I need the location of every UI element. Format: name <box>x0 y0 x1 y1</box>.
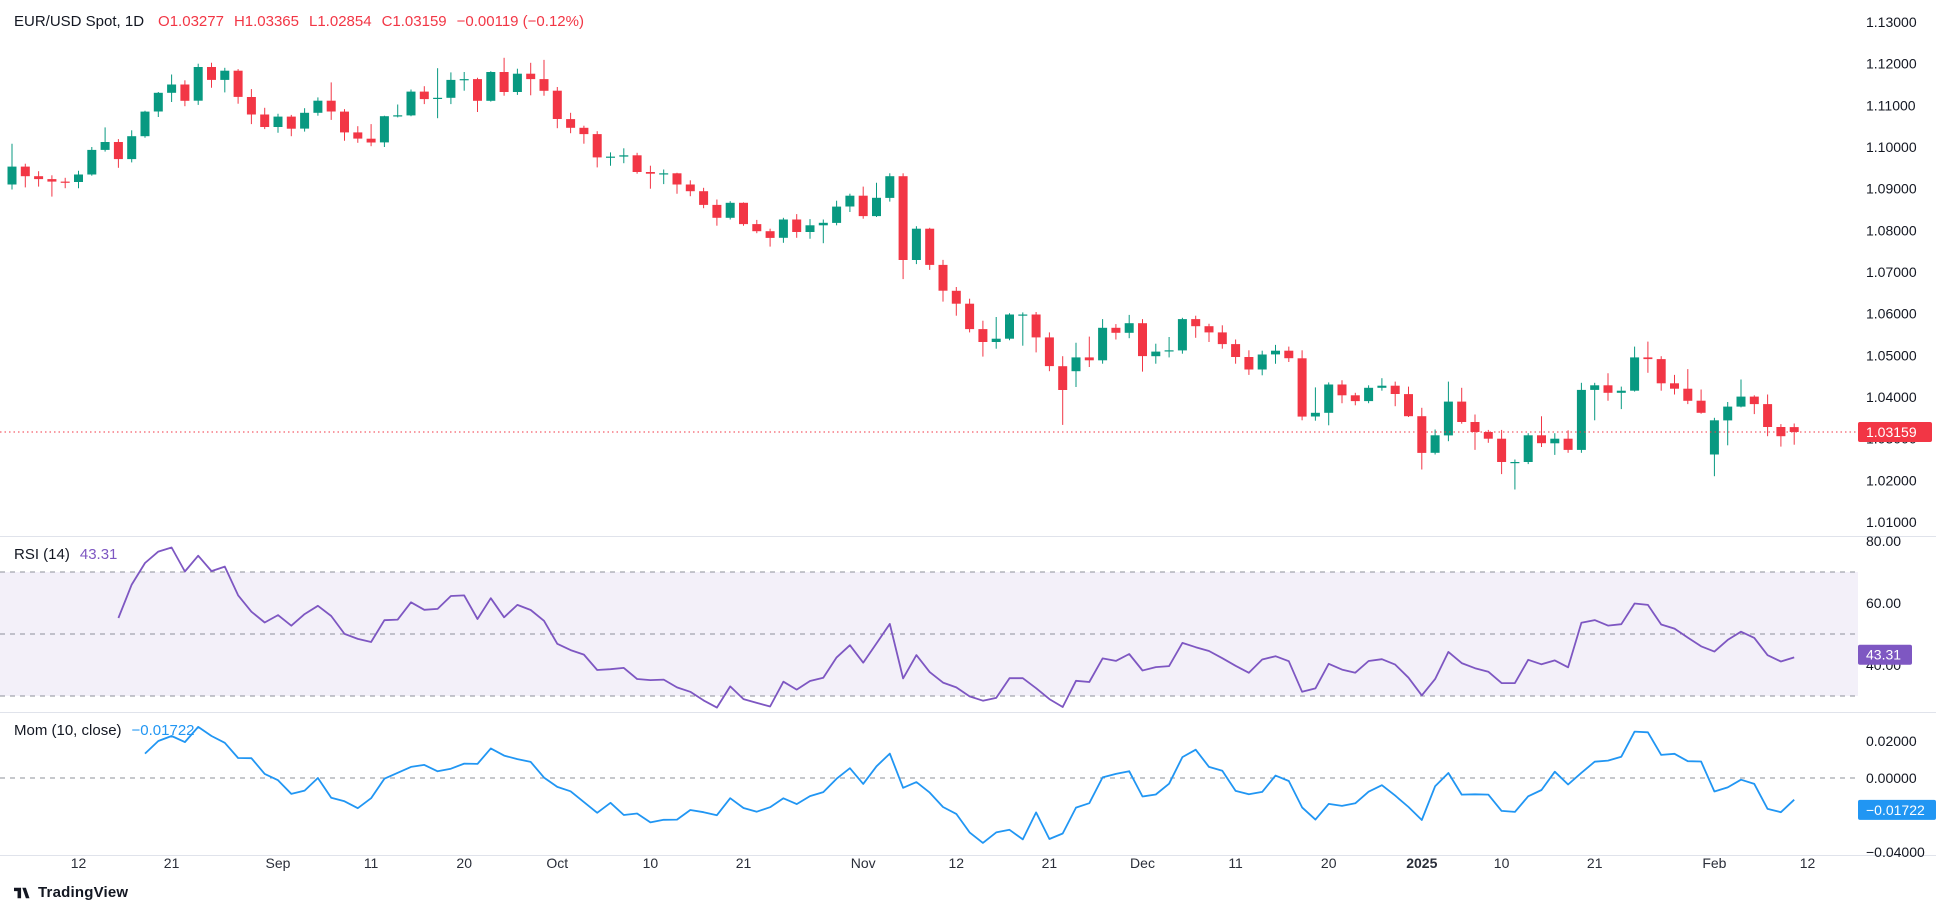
svg-text:21: 21 <box>1587 855 1603 871</box>
svg-text:60.00: 60.00 <box>1866 595 1901 611</box>
rsi-legend: RSI (14) 43.31 <box>14 546 117 563</box>
svg-text:21: 21 <box>1042 855 1058 871</box>
ohlc-open: O1.03277 <box>158 13 224 30</box>
ohlc-close: C1.03159 <box>381 13 447 30</box>
svg-text:1.01000: 1.01000 <box>1866 514 1917 530</box>
candlestick-series <box>7 57 1799 490</box>
svg-text:1.03159: 1.03159 <box>1866 424 1917 440</box>
tradingview-brand-text: TradingView <box>38 884 129 901</box>
time-scale[interactable]: 12 21 Sep 11 20 Oct 10 21 Nov 12 21 Dec 11 20 2025 10 21… <box>71 855 1816 871</box>
svg-text:1.04000: 1.04000 <box>1866 389 1917 405</box>
svg-text:11: 11 <box>1228 855 1243 871</box>
svg-text:0.02000: 0.02000 <box>1866 733 1917 749</box>
svg-text:20: 20 <box>456 855 472 871</box>
svg-text:1.07000: 1.07000 <box>1866 264 1917 280</box>
tradingview-attribution[interactable]: TradingView <box>14 884 128 901</box>
svg-text:10: 10 <box>643 855 659 871</box>
momentum-indicator-name[interactable]: Mom (10, close) <box>14 722 122 739</box>
momentum-value-tag: −0.01722 <box>1858 799 1936 820</box>
svg-text:1.12000: 1.12000 <box>1866 56 1917 72</box>
pane-separators[interactable] <box>0 536 1936 856</box>
momentum-value: −0.01722 <box>131 722 195 739</box>
svg-text:Dec: Dec <box>1130 855 1155 871</box>
rsi-value-tag: 43.31 <box>1858 644 1912 665</box>
svg-text:43.31: 43.31 <box>1866 647 1901 663</box>
symbol-legend: EUR/USD Spot, 1D O1.03277 H1.03365 L1.02… <box>14 13 594 30</box>
svg-text:20: 20 <box>1321 855 1337 871</box>
svg-text:Nov: Nov <box>851 855 876 871</box>
svg-text:Oct: Oct <box>546 855 568 871</box>
momentum-legend: Mom (10, close) −0.01722 <box>14 722 195 739</box>
svg-text:1.11000: 1.11000 <box>1866 97 1916 113</box>
rsi-line <box>117 546 1795 709</box>
ohlc-change: −0.00119 (−0.12%) <box>456 13 584 30</box>
svg-text:−0.01722: −0.01722 <box>1866 802 1925 818</box>
svg-text:1.09000: 1.09000 <box>1866 181 1917 197</box>
svg-text:0.00000: 0.00000 <box>1866 770 1917 786</box>
svg-text:11: 11 <box>364 855 379 871</box>
svg-text:1.13000: 1.13000 <box>1866 14 1917 30</box>
last-price-tag: 1.03159 <box>1858 422 1932 442</box>
momentum-line <box>144 726 1795 844</box>
svg-text:10: 10 <box>1494 855 1510 871</box>
svg-text:1.10000: 1.10000 <box>1866 139 1917 155</box>
svg-text:1.06000: 1.06000 <box>1866 306 1917 322</box>
svg-text:21: 21 <box>164 855 180 871</box>
svg-text:21: 21 <box>736 855 752 871</box>
svg-text:1.02000: 1.02000 <box>1866 472 1917 488</box>
svg-text:Feb: Feb <box>1702 855 1726 871</box>
ohlc-low: L1.02854 <box>309 13 372 30</box>
svg-text:1.08000: 1.08000 <box>1866 222 1917 238</box>
svg-text:1.05000: 1.05000 <box>1866 347 1917 363</box>
rsi-value: 43.31 <box>79 546 118 563</box>
svg-text:−0.04000: −0.04000 <box>1866 844 1925 860</box>
chart-plot-area[interactable] <box>0 0 1858 856</box>
svg-text:80.00: 80.00 <box>1866 533 1901 549</box>
symbol-title[interactable]: EUR/USD Spot, 1D <box>14 13 145 30</box>
rsi-indicator-name[interactable]: RSI (14) <box>14 546 70 563</box>
svg-text:Sep: Sep <box>266 855 291 871</box>
svg-text:12: 12 <box>1800 855 1816 871</box>
svg-text:2025: 2025 <box>1406 855 1437 871</box>
svg-text:12: 12 <box>71 855 87 871</box>
ohlc-high: H1.03365 <box>233 13 299 30</box>
svg-text:12: 12 <box>949 855 965 871</box>
rsi-band <box>0 572 1858 696</box>
tradingview-logo-icon <box>14 887 30 898</box>
